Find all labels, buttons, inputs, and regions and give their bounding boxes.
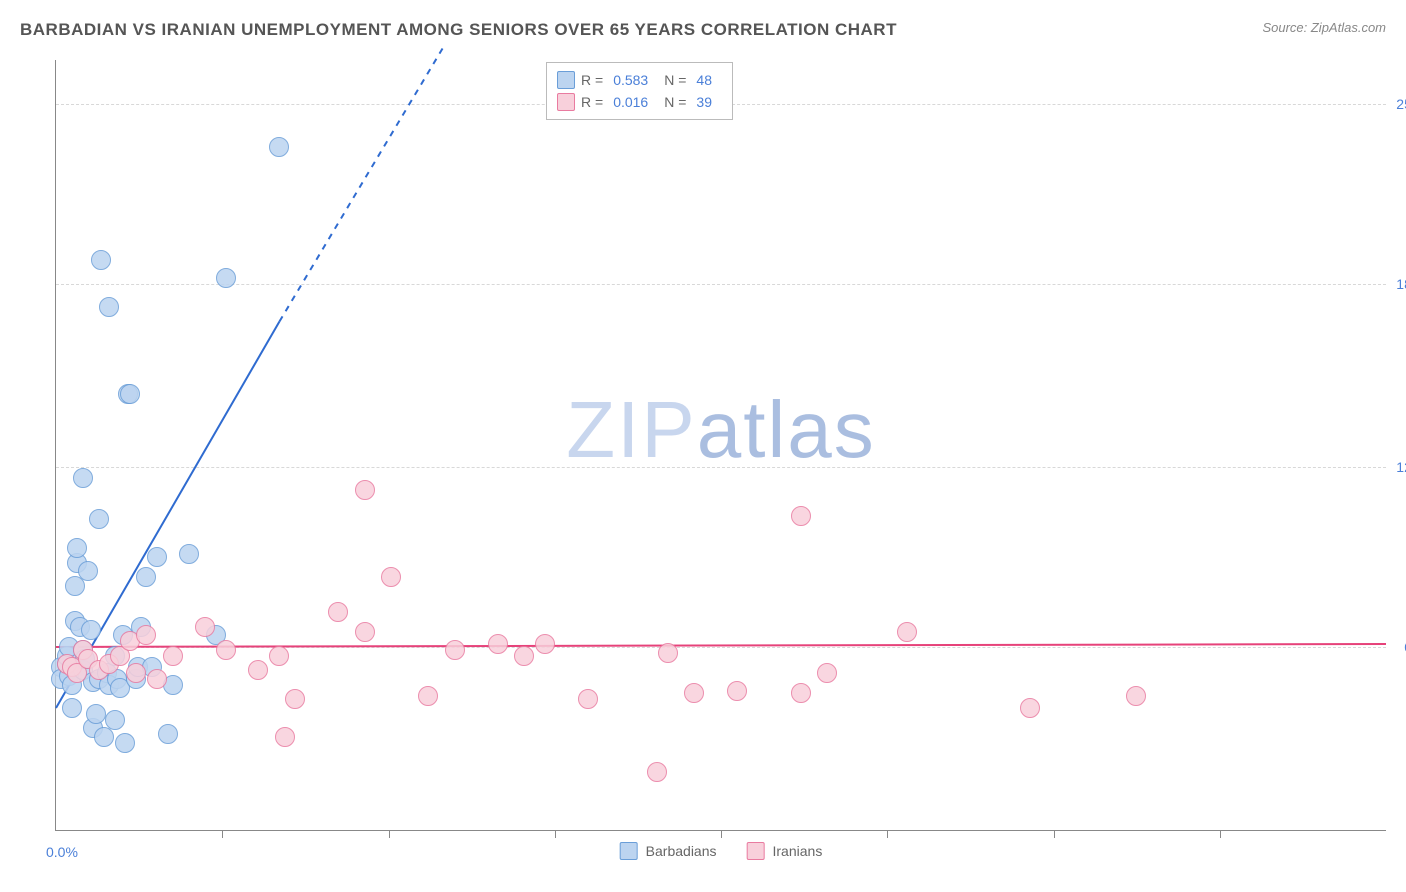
data-point (355, 480, 375, 500)
legend-r-value: 0.016 (613, 94, 648, 110)
data-point (817, 663, 837, 683)
chart-container: BARBADIAN VS IRANIAN UNEMPLOYMENT AMONG … (0, 0, 1406, 892)
legend-n-label: N = (664, 72, 686, 88)
data-point (158, 724, 178, 744)
data-point (328, 602, 348, 622)
y-tick-label: 25.0% (1396, 96, 1406, 112)
legend-swatch-icon (557, 93, 575, 111)
data-point (73, 468, 93, 488)
data-point (78, 561, 98, 581)
data-point (269, 137, 289, 157)
data-point (179, 544, 199, 564)
legend-row: R = 0.583 N = 48 (557, 69, 722, 91)
data-point (355, 622, 375, 642)
x-origin-label: 0.0% (46, 844, 78, 860)
legend-swatch-icon (620, 842, 638, 860)
x-tick (1054, 830, 1055, 838)
chart-source: Source: ZipAtlas.com (1262, 20, 1386, 35)
legend-r-label: R = (581, 72, 603, 88)
y-tick-label: 18.8% (1396, 276, 1406, 292)
data-point (147, 669, 167, 689)
x-tick (1220, 830, 1221, 838)
legend-r-label: R = (581, 94, 603, 110)
y-tick-label: 12.5% (1396, 459, 1406, 475)
data-point (727, 681, 747, 701)
data-point (105, 710, 125, 730)
data-point (126, 663, 146, 683)
data-point (86, 704, 106, 724)
legend-row: R = 0.016 N = 39 (557, 91, 722, 113)
data-point (418, 686, 438, 706)
correlation-legend: R = 0.583 N = 48 R = 0.016 N = 39 (546, 62, 733, 120)
legend-label: Iranians (773, 843, 823, 859)
legend-item: Iranians (747, 842, 823, 860)
data-point (897, 622, 917, 642)
data-point (136, 567, 156, 587)
data-point (163, 646, 183, 666)
data-point (275, 727, 295, 747)
legend-r-value: 0.583 (613, 72, 648, 88)
data-point (445, 640, 465, 660)
x-tick (721, 830, 722, 838)
data-point (684, 683, 704, 703)
data-point (147, 547, 167, 567)
x-tick (389, 830, 390, 838)
data-point (91, 250, 111, 270)
data-point (248, 660, 268, 680)
data-point (578, 689, 598, 709)
legend-n-label: N = (664, 94, 686, 110)
x-tick (222, 830, 223, 838)
trend-line (56, 644, 1386, 647)
data-point (216, 640, 236, 660)
data-point (535, 634, 555, 654)
data-point (89, 509, 109, 529)
data-point (99, 297, 119, 317)
series-legend: Barbadians Iranians (620, 842, 823, 860)
legend-label: Barbadians (646, 843, 717, 859)
data-point (285, 689, 305, 709)
trend-lines-layer (56, 60, 1386, 830)
legend-n-value: 39 (696, 94, 712, 110)
legend-item: Barbadians (620, 842, 717, 860)
plot-area: ZIPatlas R =0.583N =48R =0.016N =39 0.0%… (55, 60, 1386, 831)
trend-line-extension (279, 45, 444, 321)
data-point (647, 762, 667, 782)
data-point (115, 733, 135, 753)
data-point (1020, 698, 1040, 718)
x-tick (887, 830, 888, 838)
data-point (791, 506, 811, 526)
data-point (791, 683, 811, 703)
legend-swatch-icon (747, 842, 765, 860)
data-point (488, 634, 508, 654)
data-point (195, 617, 215, 637)
data-point (1126, 686, 1146, 706)
data-point (94, 727, 114, 747)
data-point (67, 538, 87, 558)
data-point (136, 625, 156, 645)
data-point (62, 698, 82, 718)
x-tick (555, 830, 556, 838)
legend-swatch-icon (557, 71, 575, 89)
data-point (216, 268, 236, 288)
data-point (269, 646, 289, 666)
data-point (81, 620, 101, 640)
data-point (120, 384, 140, 404)
chart-title: BARBADIAN VS IRANIAN UNEMPLOYMENT AMONG … (20, 20, 897, 40)
legend-n-value: 48 (696, 72, 712, 88)
data-point (658, 643, 678, 663)
data-point (381, 567, 401, 587)
data-point (514, 646, 534, 666)
